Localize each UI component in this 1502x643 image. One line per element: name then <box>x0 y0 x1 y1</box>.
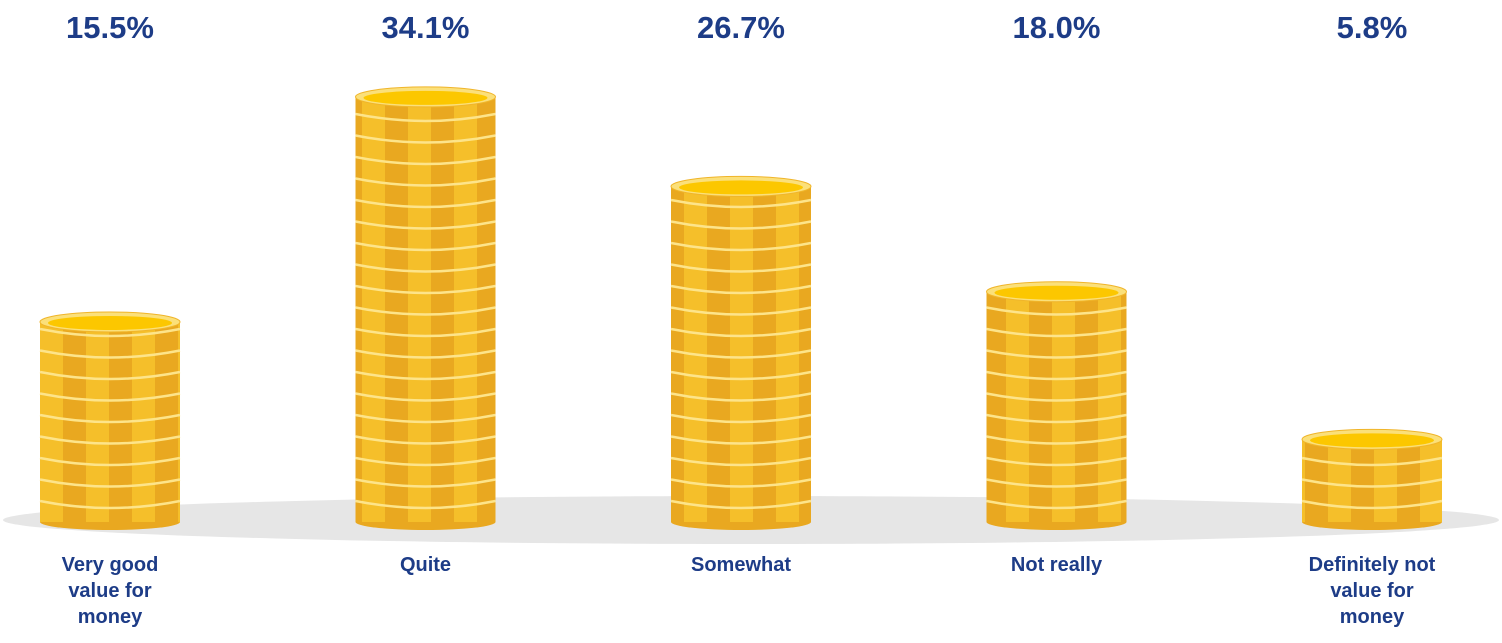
category-label: Not really <box>1010 554 1103 576</box>
coin-edge <box>670 499 812 510</box>
coin-edge <box>39 478 181 488</box>
coin-face <box>679 180 803 195</box>
coin-edge <box>39 349 181 359</box>
coin-edge <box>355 241 496 252</box>
coin-edge <box>670 370 812 381</box>
coin-edge <box>355 198 496 209</box>
coin-edge <box>39 435 181 445</box>
coin-edge <box>986 435 1127 445</box>
coin-edge <box>355 370 496 381</box>
coin-edge <box>355 112 496 123</box>
coin-edge <box>670 220 812 230</box>
bar <box>355 96 496 522</box>
coin-edge <box>39 370 181 381</box>
coin-edge <box>670 241 812 252</box>
coin-edge <box>986 349 1127 359</box>
value-label: 5.8% <box>1337 10 1408 45</box>
coin-edge <box>670 456 812 467</box>
coin-edge <box>670 198 812 209</box>
coin-edge <box>39 413 181 424</box>
value-label: 15.5% <box>66 10 154 45</box>
coin-edge <box>670 349 812 359</box>
coin-edge <box>1301 499 1443 510</box>
coin-edge <box>355 478 496 488</box>
coin-edge <box>355 263 496 273</box>
coin-face <box>994 285 1119 300</box>
coin-edge <box>355 177 496 187</box>
coin-edge <box>355 435 496 445</box>
coin-edge <box>986 478 1127 488</box>
coin-edge <box>670 284 812 295</box>
coin-edge <box>670 478 812 488</box>
coin-edge <box>986 306 1127 316</box>
coin-face <box>48 315 172 330</box>
coin-edge <box>355 413 496 424</box>
coin-edge <box>1301 478 1443 488</box>
category-label: Quite <box>399 554 452 576</box>
coin-edge <box>986 370 1127 381</box>
value-label: 26.7% <box>697 10 785 45</box>
coin-edge <box>355 499 496 510</box>
coin-face <box>363 90 488 105</box>
coin-edge <box>986 392 1127 402</box>
coin-edge <box>355 220 496 230</box>
coin-edge <box>670 413 812 424</box>
coin-edge <box>986 327 1127 338</box>
coin-edge <box>355 155 496 166</box>
coin-edge <box>39 499 181 510</box>
coin-edge <box>986 499 1127 510</box>
coin-face <box>1310 433 1434 448</box>
coin-edge <box>670 327 812 338</box>
coin-edge <box>986 456 1127 467</box>
value-label: 18.0% <box>1013 10 1101 45</box>
coin-edge <box>355 456 496 467</box>
bar <box>1302 439 1442 522</box>
coin-edge <box>986 413 1127 424</box>
coin-edge <box>670 392 812 402</box>
coin-edge <box>355 349 496 359</box>
category-label: Definitely not value for money <box>1308 554 1436 628</box>
coin-edge <box>355 134 496 144</box>
coin-edge <box>39 456 181 467</box>
coin-edge <box>670 435 812 445</box>
category-label: Somewhat <box>690 554 792 576</box>
coin-edge <box>355 392 496 402</box>
coin-edge <box>355 306 496 316</box>
coin-edge <box>670 263 812 273</box>
category-label: Very good value for money <box>61 554 159 628</box>
coin-edge <box>1301 456 1443 467</box>
coin-edge <box>670 306 812 316</box>
coin-edge <box>355 284 496 295</box>
coin-edge <box>39 327 181 338</box>
value-label: 34.1% <box>382 10 470 45</box>
coin-edge <box>39 392 181 402</box>
coin-edge <box>355 327 496 338</box>
